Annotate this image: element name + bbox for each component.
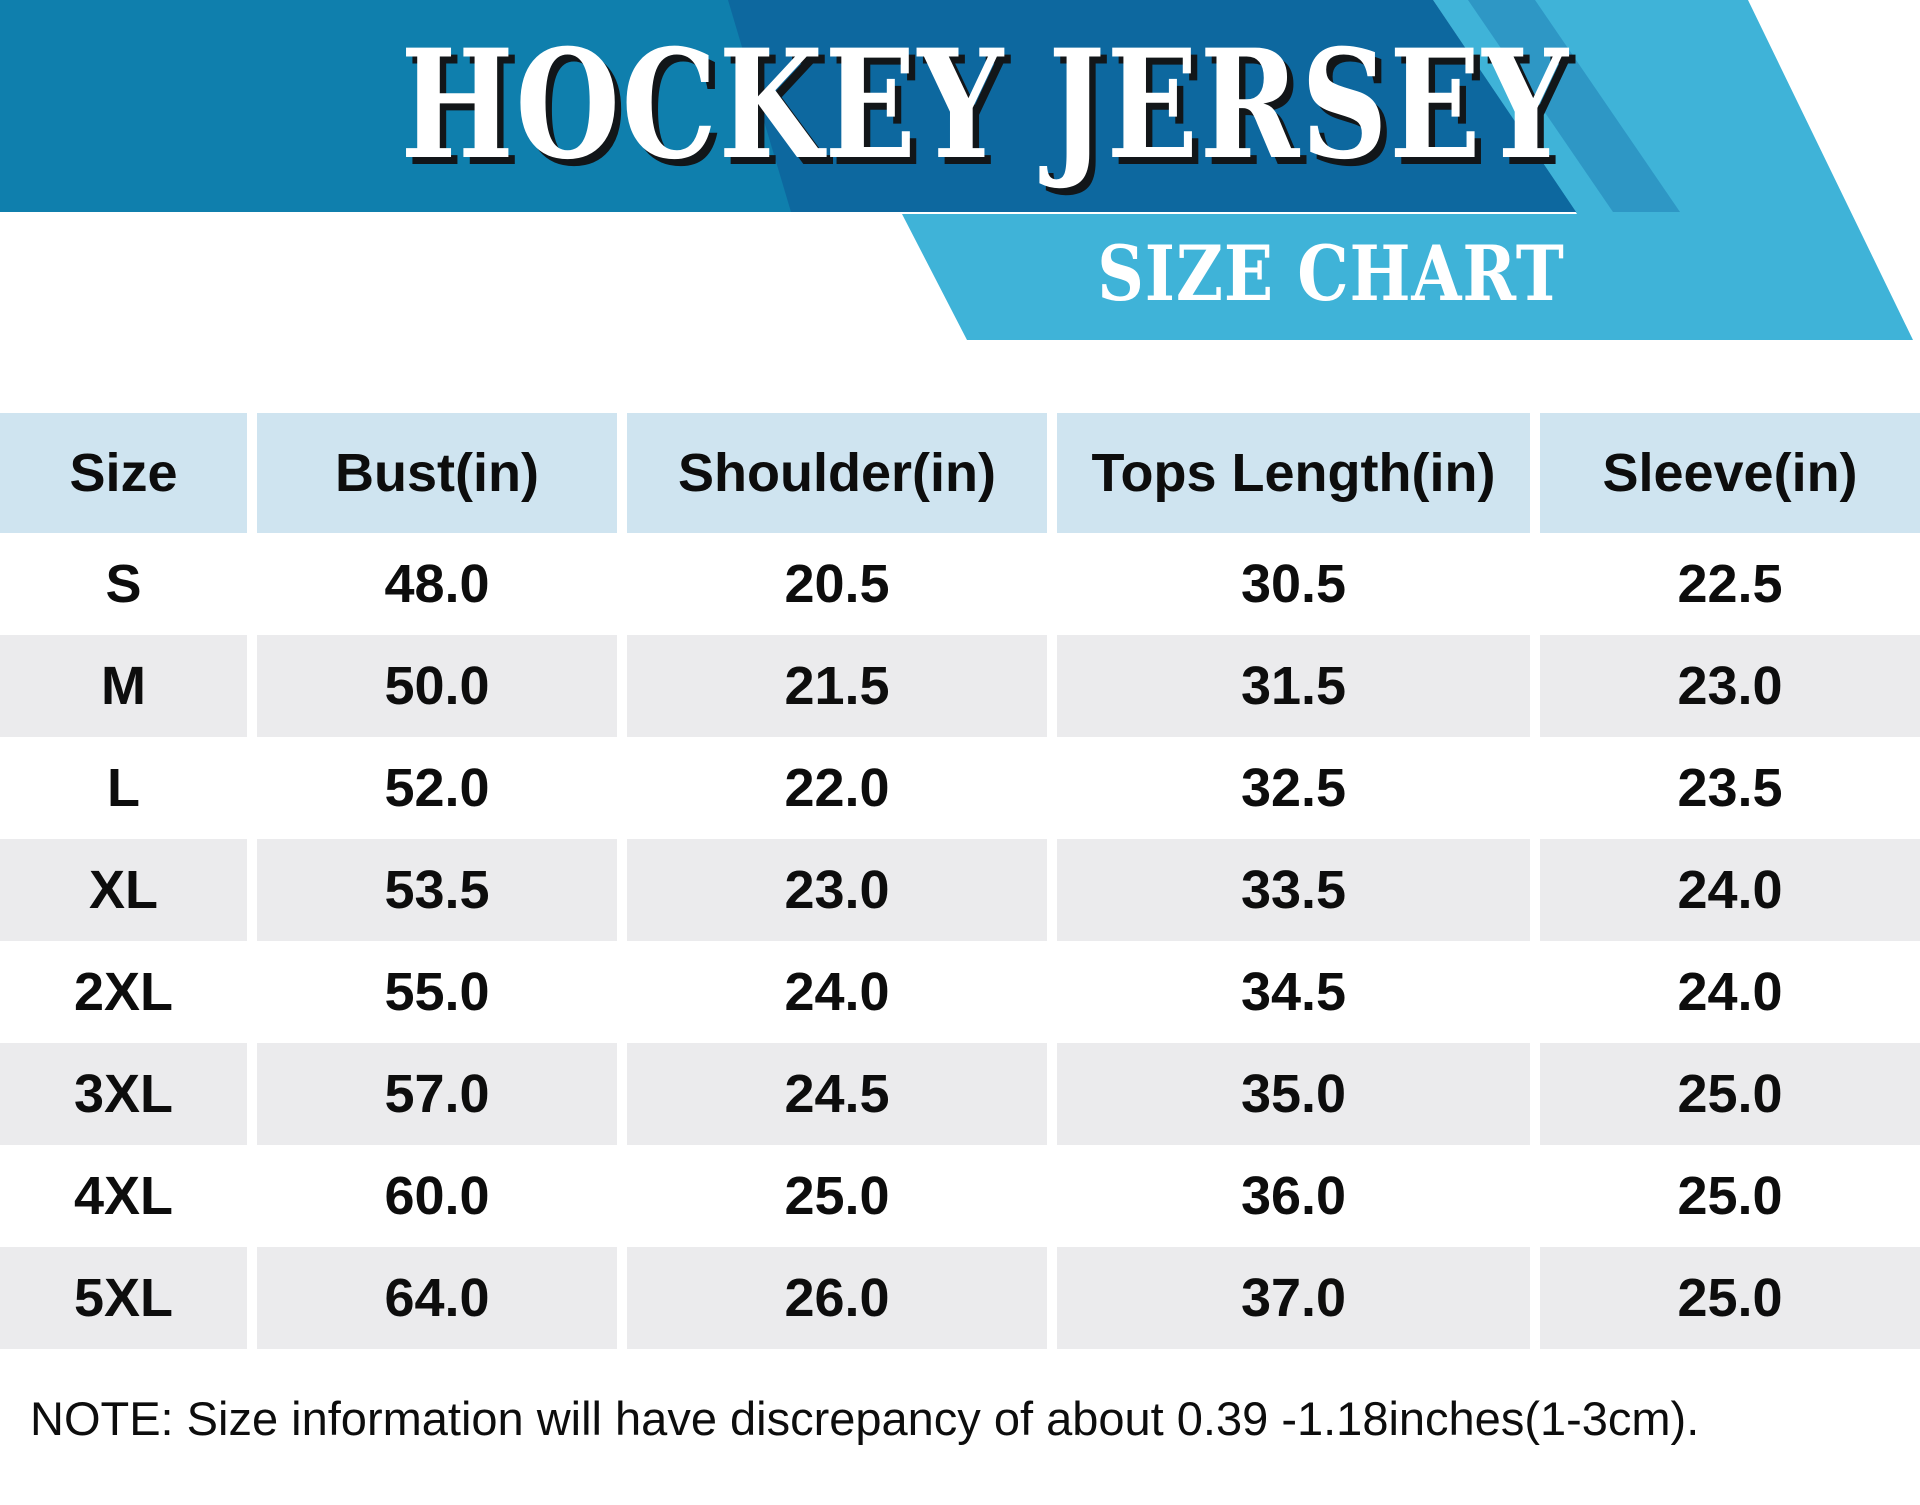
sleeve-value: 25.0 <box>1540 1043 1920 1145</box>
bust-value: 55.0 <box>257 941 617 1043</box>
sleeve-value: 25.0 <box>1540 1247 1920 1349</box>
shoulder-value: 21.5 <box>627 635 1047 737</box>
shoulder-value: 26.0 <box>627 1247 1047 1349</box>
sleeve-value: 23.5 <box>1540 737 1920 839</box>
size-note: NOTE: Size information will have discrep… <box>30 1392 1700 1445</box>
column-header-sleeve: Sleeve(in) <box>1540 413 1920 533</box>
page-subtitle: SIZE CHART <box>1097 229 1565 318</box>
tops-length-value: 37.0 <box>1057 1247 1530 1349</box>
shoulder-value: 23.0 <box>627 839 1047 941</box>
bust-value: 50.0 <box>257 635 617 737</box>
column-header-size: Size <box>0 413 247 533</box>
shoulder-value: 24.5 <box>627 1043 1047 1145</box>
sleeve-value: 23.0 <box>1540 635 1920 737</box>
bust-value: 60.0 <box>257 1145 617 1247</box>
sleeve-value: 25.0 <box>1540 1145 1920 1247</box>
tops-length-value: 32.5 <box>1057 737 1530 839</box>
size-value: M <box>0 635 247 737</box>
bust-value: 52.0 <box>257 737 617 839</box>
column-header-bust: Bust(in) <box>257 413 617 533</box>
size-value: L <box>0 737 247 839</box>
banner: HOCKEY JERSEY SIZE CHART <box>0 0 1920 345</box>
tops-length-value: 31.5 <box>1057 635 1530 737</box>
size-value: 4XL <box>0 1145 247 1247</box>
shoulder-value: 20.5 <box>627 533 1047 635</box>
column-header-shoulder: Shoulder(in) <box>627 413 1047 533</box>
sleeve-value: 24.0 <box>1540 839 1920 941</box>
shoulder-value: 22.0 <box>627 737 1047 839</box>
tops-length-value: 35.0 <box>1057 1043 1530 1145</box>
bust-value: 48.0 <box>257 533 617 635</box>
banner-dark-band <box>728 0 1576 212</box>
sleeve-value: 24.0 <box>1540 941 1920 1043</box>
bust-value: 53.5 <box>257 839 617 941</box>
shoulder-value: 24.0 <box>627 941 1047 1043</box>
bust-value: 64.0 <box>257 1247 617 1349</box>
size-value: S <box>0 533 247 635</box>
size-value: 2XL <box>0 941 247 1043</box>
tops-length-value: 36.0 <box>1057 1145 1530 1247</box>
page-title: HOCKEY JERSEY <box>400 17 1570 193</box>
shoulder-value: 25.0 <box>627 1145 1047 1247</box>
size-value: 3XL <box>0 1043 247 1145</box>
size-value: 5XL <box>0 1247 247 1349</box>
column-header-tops-length: Tops Length(in) <box>1057 413 1530 533</box>
sleeve-value: 22.5 <box>1540 533 1920 635</box>
tops-length-value: 34.5 <box>1057 941 1530 1043</box>
tops-length-value: 33.5 <box>1057 839 1530 941</box>
bust-value: 57.0 <box>257 1043 617 1145</box>
size-value: XL <box>0 839 247 941</box>
tops-length-value: 30.5 <box>1057 533 1530 635</box>
size-table: Size Bust(in) Shoulder(in) Tops Length(i… <box>0 413 1920 1349</box>
